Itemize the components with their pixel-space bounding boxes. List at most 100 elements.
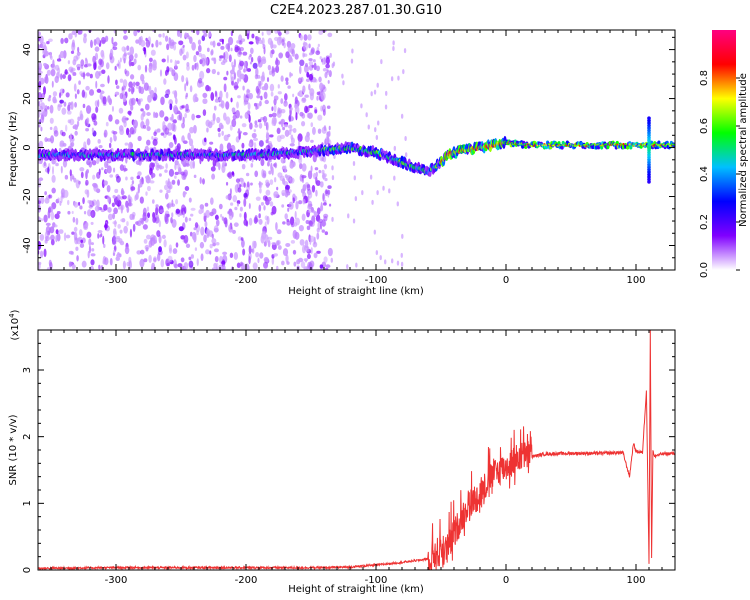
spectrogram-cell <box>252 62 258 69</box>
spectrogram-cell <box>51 160 56 165</box>
spectrogram-cell <box>93 183 99 192</box>
spectrogram-cell <box>98 168 101 176</box>
spectrogram-cell <box>98 58 103 66</box>
spectrogram-cell <box>119 229 123 234</box>
spectrogram-cell <box>269 179 274 185</box>
spectrogram-cell <box>168 99 173 106</box>
spectrogram-cell <box>49 104 54 114</box>
spectrogram-cell <box>107 206 112 213</box>
spectrogram-cell <box>114 119 120 125</box>
spectrogram-cell <box>219 90 223 100</box>
spectrogram-cell <box>250 182 253 186</box>
spectrogram-cell <box>205 209 211 218</box>
spectrogram-cell <box>79 71 84 76</box>
spectrogram-cell <box>146 206 150 212</box>
spectrogram-cell <box>325 190 328 195</box>
spectrogram-cell <box>331 216 334 222</box>
spectrogram-cell <box>221 164 226 173</box>
spectrogram-cell <box>144 64 148 73</box>
spectrogram-cell <box>322 192 325 202</box>
spectrogram-cell <box>76 66 81 71</box>
spectrogram-cell <box>248 92 254 100</box>
spectrogram-cell <box>297 92 300 96</box>
spectrogram-cell <box>130 86 134 95</box>
spectrogram-cell <box>164 116 169 122</box>
snr-scale-note: (x104) <box>8 309 21 340</box>
spectrogram-cell <box>198 52 203 57</box>
spectrogram-cell <box>116 85 120 89</box>
spectrogram-cell <box>108 142 112 149</box>
spectrogram-cell <box>263 205 266 211</box>
spectrogram-cell <box>38 140 44 149</box>
spectrogram-cell <box>224 220 228 228</box>
spectrogram-cell <box>396 201 399 207</box>
spectrogram-cell <box>327 80 330 84</box>
spectrogram-cell <box>302 42 308 46</box>
spectrogram-cell <box>46 138 52 142</box>
spectrogram-cell <box>126 205 130 213</box>
colorbar-ticks: 0.0 0.2 0.4 0.6 0.8 <box>699 70 740 278</box>
spectrogram-cell <box>273 253 278 257</box>
spectrogram-cell <box>263 256 269 263</box>
spectrogram-cell <box>92 55 97 64</box>
spectrogram-cell <box>135 191 139 200</box>
spectrogram-cell <box>39 233 45 241</box>
spectrogram-cell <box>298 155 303 165</box>
spectrogram-cell <box>58 92 62 99</box>
spectrogram-cell <box>143 46 146 55</box>
spectrogram-cell <box>266 215 270 225</box>
spectrogram-cell <box>374 127 377 133</box>
spectrogram-cell <box>350 58 354 64</box>
spectrogram-cell <box>259 100 262 107</box>
spectrogram-cell <box>156 164 161 168</box>
spectrogram-cell <box>188 217 192 222</box>
spectrogram-cell <box>98 264 101 270</box>
spectrogram-cell <box>230 202 234 206</box>
spectrogram-cell <box>129 228 133 238</box>
spectrogram-cell <box>311 64 315 68</box>
spectrogram-cell <box>84 189 89 195</box>
spectrogram-cell <box>243 211 247 221</box>
spectrogram-cell <box>56 58 62 62</box>
spectrogram-cell <box>127 52 131 56</box>
spectrogram-cell <box>379 255 382 261</box>
spectrogram-cell <box>171 199 174 207</box>
spectrogram-cell <box>75 246 79 251</box>
spectrogram-cell <box>124 246 130 255</box>
spectrogram-cell <box>60 165 63 174</box>
spectrogram-cell <box>248 256 251 265</box>
spectrogram-cell <box>75 179 80 189</box>
spectrogram-cell <box>137 183 143 188</box>
spectrogram-cell <box>166 189 171 194</box>
spectrogram-cell <box>200 226 205 236</box>
spectrogram-cell <box>284 93 288 101</box>
spectrogram-cell <box>312 210 316 214</box>
spectrogram-cell <box>74 124 78 130</box>
snr-x-tick-label: -300 <box>105 575 128 586</box>
spectrogram-cell <box>253 102 258 107</box>
spectrogram-cell <box>60 73 63 80</box>
spectrogram-cell <box>82 197 85 205</box>
spectrogram-cell <box>281 38 285 46</box>
spectrogram-cell <box>92 174 96 180</box>
spectrogram-cell <box>69 118 75 126</box>
spectrogram-cell <box>135 39 140 44</box>
snr-panel <box>38 330 675 570</box>
spectrogram-cell <box>186 80 189 87</box>
spectrogram-cell <box>298 224 304 232</box>
spectrogram-cell <box>160 132 165 136</box>
spectrogram-cell <box>135 97 139 102</box>
spectrogram-cell <box>113 234 116 242</box>
spectrogram-cell <box>365 112 368 118</box>
spectrogram-cell <box>240 237 244 241</box>
spectrogram-cell <box>147 212 151 219</box>
spectrogram-cell <box>360 103 363 109</box>
spectrogram-cell <box>145 39 151 48</box>
spectrogram-cell <box>117 223 121 229</box>
spectrogram-cell <box>215 219 220 227</box>
spectrogram-cell <box>236 40 240 44</box>
spectrogram-cell <box>181 105 185 109</box>
spectrogram-cell <box>61 131 66 137</box>
spectrogram-cell <box>217 127 221 132</box>
spectrogram-y-tick-label: 20 <box>22 92 33 105</box>
